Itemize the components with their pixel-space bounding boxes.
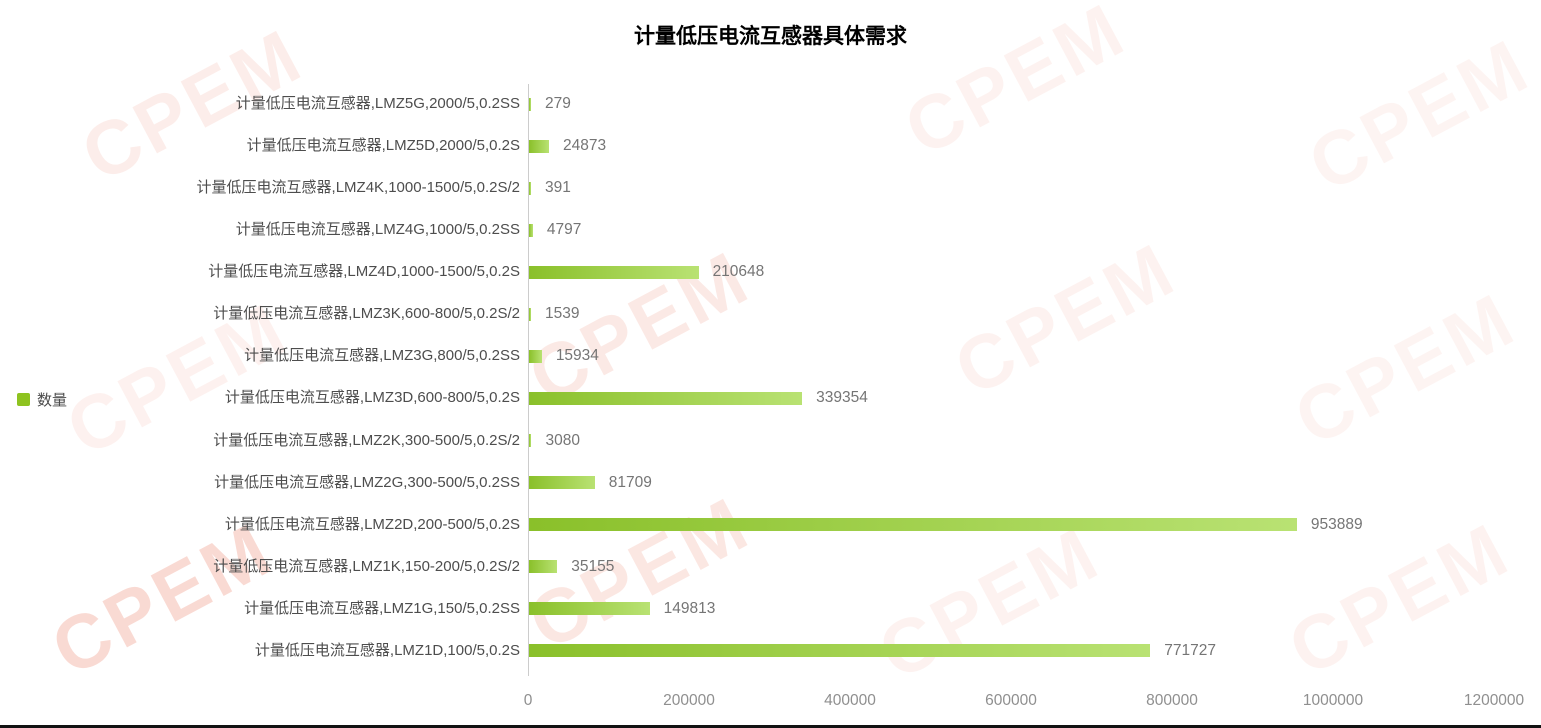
bar-13[interactable]: [529, 644, 1151, 658]
bar-4[interactable]: [529, 265, 699, 279]
bar-2[interactable]: [529, 181, 531, 195]
value-label: 35155: [571, 557, 615, 575]
bar-3[interactable]: [529, 223, 533, 237]
value-label: 771727: [1164, 641, 1216, 659]
category-label: 计量低压电流互感器,LMZ1K,150-200/5,0.2S/2: [213, 557, 520, 575]
x-axis-tick-label: 1200000: [1463, 692, 1525, 709]
value-label: 279: [545, 95, 571, 112]
legend-item-quantity[interactable]: 数量: [17, 389, 67, 410]
watermark-cpem: CPEM: [1295, 22, 1541, 209]
value-label: 4797: [546, 221, 582, 239]
category-label: 计量低压电流互感器,LMZ2K,300-500/5,0.2S/2: [213, 431, 520, 449]
bar-1[interactable]: [529, 139, 550, 153]
x-axis-tick-label: 0: [523, 692, 533, 709]
bar-8[interactable]: [529, 434, 532, 448]
y-axis-line: [528, 84, 529, 676]
value-label: 953889: [1310, 515, 1363, 533]
category-label: 计量低压电流互感器,LMZ5D,2000/5,0.2S: [246, 137, 520, 155]
bar-5[interactable]: [529, 307, 531, 321]
category-label: 计量低压电流互感器,LMZ4D,1000-1500/5,0.2S: [208, 263, 520, 281]
category-label: 计量低压电流互感器,LMZ4K,1000-1500/5,0.2S/2: [196, 179, 520, 197]
category-label: 计量低压电流互感器,LMZ1D,100/5,0.2S: [254, 641, 520, 659]
value-label: 15934: [555, 347, 599, 365]
bar-10[interactable]: [529, 518, 1297, 532]
value-label: 391: [545, 179, 571, 197]
bar-11[interactable]: [529, 560, 558, 574]
value-label: 339354: [816, 389, 868, 407]
value-label: 24873: [563, 137, 607, 155]
value-label: 1539: [545, 305, 580, 323]
watermark-cpem: CPEM: [1275, 506, 1524, 693]
watermark-cpem: CPEM: [515, 480, 764, 667]
watermark-cpem: CPEM: [941, 226, 1190, 413]
category-label: 计量低压电流互感器,LMZ2D,200-500/5,0.2S: [224, 515, 520, 533]
bar-0[interactable]: [529, 97, 531, 111]
x-axis-tick-label: 800000: [1146, 692, 1198, 709]
watermark-cpem: CPEM: [865, 510, 1114, 697]
value-label: 210648: [712, 263, 765, 281]
category-label: 计量低压电流互感器,LMZ1G,150/5,0.2SS: [244, 599, 520, 617]
value-label: 3080: [545, 431, 580, 449]
category-label: 计量低压电流互感器,LMZ3K,600-800/5,0.2S/2: [213, 305, 520, 323]
watermark-cpem: CPEM: [1281, 276, 1530, 463]
bar-12[interactable]: [529, 602, 650, 616]
value-label: 81709: [608, 473, 652, 491]
chart-title: 计量低压电流互感器具体需求: [634, 25, 907, 48]
bar-6[interactable]: [529, 349, 542, 363]
category-label: 计量低压电流互感器,LMZ4G,1000/5,0.2SS: [235, 221, 520, 239]
category-label: 计量低压电流互感器,LMZ3G,800/5,0.2SS: [244, 347, 520, 365]
x-axis-tick-label: 400000: [824, 692, 876, 709]
x-axis-tick-label: 200000: [663, 692, 715, 709]
legend-color-swatch: [17, 393, 30, 406]
legend-label: 数量: [37, 392, 68, 409]
bar-9[interactable]: [529, 476, 595, 490]
window-bottom-edge: [0, 725, 1541, 728]
category-label: 计量低压电流互感器,LMZ2G,300-500/5,0.2SS: [214, 473, 520, 491]
value-label: 149813: [663, 599, 716, 617]
bar-7[interactable]: [529, 391, 803, 405]
category-label: 计量低压电流互感器,LMZ3D,600-800/5,0.2S: [224, 389, 520, 407]
x-axis-tick-label: 600000: [985, 692, 1037, 709]
x-axis-tick-label: 1000000: [1302, 692, 1364, 709]
category-label: 计量低压电流互感器,LMZ5G,2000/5,0.2SS: [235, 95, 520, 112]
